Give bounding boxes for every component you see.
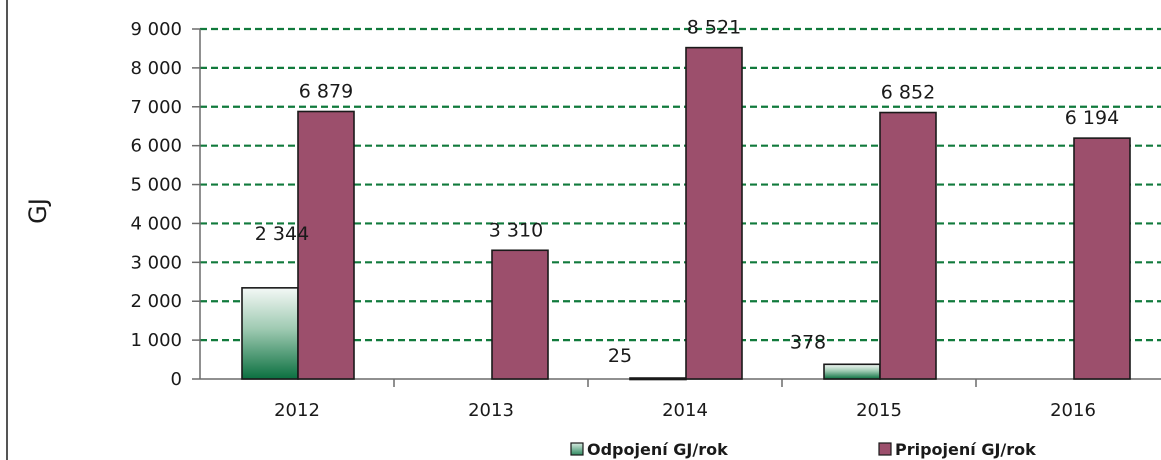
y-tick-label: 4 000 — [130, 213, 182, 234]
y-tick-label: 0 — [171, 369, 182, 390]
y-tick-label: 6 000 — [130, 136, 182, 157]
bar-pripojeni-2015 — [879, 111, 937, 380]
legend-label-odpojeni: Odpojení GJ/rok — [587, 440, 728, 459]
data-label-odpojeni-2015: 378 — [790, 331, 826, 353]
data-label-odpojeni-2014: 25 — [608, 345, 632, 367]
legend-swatch-odpojeni — [570, 442, 584, 456]
legend-label-pripojeni: Pripojení GJ/rok — [895, 440, 1036, 459]
x-tick-label: 2015 — [856, 400, 902, 421]
y-tick-label: 3 000 — [130, 252, 182, 273]
y-tick-label: 5 000 — [130, 175, 182, 196]
grid-layer — [200, 27, 1161, 342]
y-axis-label: GJ — [24, 198, 52, 224]
bar-odpojeni-2012 — [241, 287, 299, 380]
bars-layer — [241, 46, 1131, 381]
bar-odpojeni-2015 — [823, 363, 881, 380]
x-tick-label: 2016 — [1050, 400, 1096, 421]
y-tick-label: 2 000 — [130, 291, 182, 312]
data-label-odpojeni-2012: 2 344 — [255, 223, 309, 245]
bar-pripojeni-2012 — [297, 110, 355, 380]
data-label-pripojeni-2012: 6 879 — [299, 80, 353, 102]
data-label-pripojeni-2015: 6 852 — [881, 82, 935, 104]
y-tick-label: 1 000 — [130, 330, 182, 351]
y-tick-label: 8 000 — [130, 58, 182, 79]
x-tick-label: 2013 — [468, 400, 514, 421]
y-tick-label: 7 000 — [130, 97, 182, 118]
bar-pripojeni-2014 — [685, 46, 743, 380]
labels-layer: 2 344 25 378 6 879 3 310 8 521 6 852 6 194 — [255, 17, 1119, 367]
y-tick-label: 9 000 — [130, 19, 182, 40]
x-tick-label: 2014 — [662, 400, 708, 421]
legend: Odpojení GJ/rok Pripojení GJ/rok — [570, 440, 1036, 459]
legend-swatch-pripojeni — [878, 442, 892, 456]
bar-pripojeni-2016 — [1073, 137, 1131, 380]
x-tick-label: 2012 — [274, 400, 320, 421]
bar-pripojeni-2013 — [491, 249, 549, 380]
data-label-pripojeni-2016: 6 194 — [1065, 107, 1119, 129]
data-label-pripojeni-2014: 8 521 — [687, 17, 741, 39]
left-border — [6, 0, 8, 460]
bar-odpojeni-2014 — [629, 377, 687, 381]
data-label-pripojeni-2013: 3 310 — [489, 219, 543, 241]
